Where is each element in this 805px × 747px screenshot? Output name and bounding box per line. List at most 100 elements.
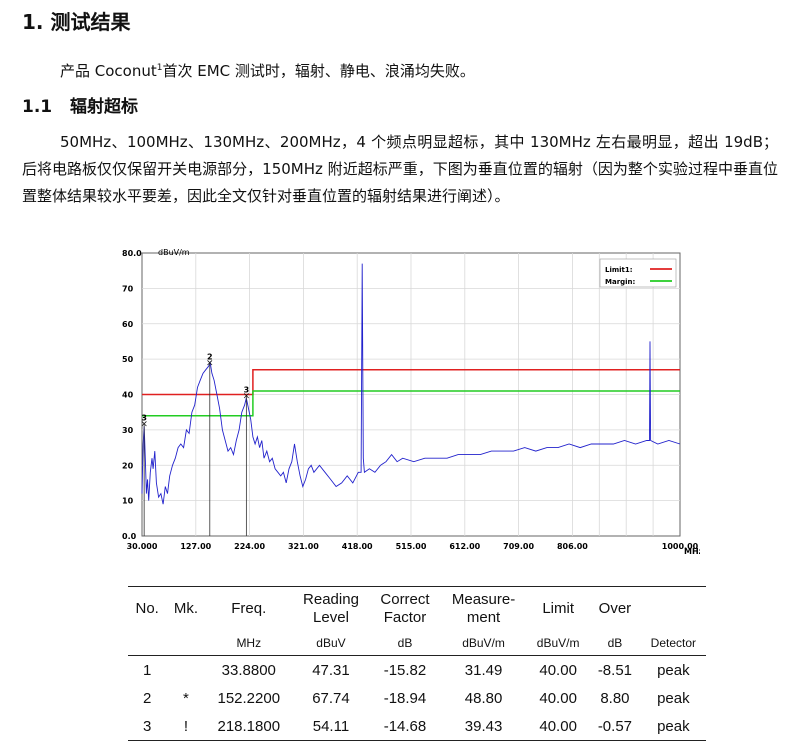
y-tick-label: 70 [122,284,134,293]
table-cell: 31.49 [464,661,503,679]
legend-label: Margin: [605,278,636,286]
table-cell: -18.94 [383,689,427,707]
table-header-row: No. Mk. Freq. Reading Level Correct Factor Meas… [128,586,706,631]
limit1-line [142,368,680,396]
table-cell: 33.8800 [221,661,276,679]
table-cell: No. [128,586,167,631]
table-cell: 67.74 [312,689,350,707]
subsection-title: 辐射超标 [70,97,138,117]
table-cell: dBuV [291,631,371,656]
legend-box [599,258,677,288]
intro-text-b: 首次 EMC 测试时，辐射、静电、浪涌均失败。 [162,62,475,80]
legend: Limit1: Margin: [599,258,677,288]
table-cell: * [183,689,189,707]
table-cell: 1 [142,661,152,679]
table-cell: 39.43 [439,712,528,741]
y-tick-label: 40 [122,391,134,400]
table-cell: 8.80 [600,689,630,707]
table-cell: 152.2200 [217,689,281,707]
x-tick-label: 1000.00 [662,542,699,551]
table-cell: Reading Level [291,586,371,631]
marker-label: 2 [207,352,213,361]
table-cell: -15.82 [383,661,427,679]
grid-lines [142,253,680,536]
x-tick-label: 127.00 [180,542,211,551]
marker-label: 3 [244,386,250,395]
table-row: 3! 218.1800 54.11 -14.68 39.43 40.00 -0.57 peak [128,712,706,741]
footnote-marker: 1 [156,63,163,73]
table-cell: dBuV/m [439,631,528,656]
table-cell: 54.11 [291,712,371,741]
table-cell: -14.68 [370,712,440,741]
table-cell: -0.57 [589,712,641,741]
table-cell: 2 [142,689,152,707]
x-tick-label: 709.00 [503,542,534,551]
x-tick-label: 321.00 [288,542,319,551]
marker-x: × [206,358,214,368]
results-table: No. Mk. Freq. Reading Level Correct Factor Meas… [128,586,706,741]
subsection-number: 1.1 [22,97,53,117]
table-row: 2 * 152.2200 67.74 -18.94 48.80 40.00 8.80 peak [128,684,706,712]
table-units-row: MHz dBuV dB dBuV/m dBuV/m dB Detector [128,631,706,656]
y-tick-label: 10 [122,497,134,506]
table-cell: Over [589,586,641,631]
table-cell: Mk. [166,586,206,631]
table-cell [166,656,205,685]
table-cell [640,586,706,631]
table-cell: 3 [128,712,167,741]
table-cell: Correct Factor [370,586,440,631]
legend-label: Limit1: [605,266,633,274]
measurement-trace [141,263,681,505]
x-tick-labels: 30.000 127.00 224.00 321.00 418.00 515.00 612.… [127,542,699,551]
table-cell: peak [657,661,690,679]
y-tick-label: 80.0 [122,249,142,258]
table-cell: Detector [640,631,706,656]
marker-x: × [243,392,251,402]
y-axis-label: dBuV/m [158,248,190,257]
table-cell: 218.1800 [205,712,292,741]
table-cell: MHz [205,631,292,656]
table-cell: ! [166,712,206,741]
table-cell [166,631,206,656]
y-tick-labels: 0.0 10 20 30 40 50 60 70 80.0 [122,249,142,541]
limit-lines [142,368,680,417]
y-tick-label: 50 [122,355,134,364]
body-paragraph: 50MHz、100MHz、130MHz、200MHz，4 个频点明显超标，其中 … [22,133,778,205]
table-cell: Freq. [205,586,292,631]
y-tick-label: 60 [122,320,134,329]
table-cell: 47.31 [312,661,350,679]
section-heading: 1. 测试结果 [22,10,131,34]
table-cell: Measure-ment [439,586,528,631]
x-tick-label: 224.00 [234,542,265,551]
subsection-heading: 1.1 辐射超标 [22,92,138,117]
marker-x: × [140,420,148,430]
y-tick-label: 0.0 [122,532,137,541]
table-row: 1 33.8800 47.31 -15.82 31.49 40.00 -8.51 peak [128,656,706,685]
y-tick-label: 20 [122,461,134,470]
table-cell: dB [370,631,440,656]
table-cell: 40.00 [539,661,577,679]
table-cell: -8.51 [597,661,633,679]
peak-markers: ×3×2×3 [140,352,250,536]
table-cell [128,631,167,656]
table-cell: Limit [527,586,590,631]
table-cell: 40.00 [539,689,577,707]
margin-line [142,390,680,417]
table-cell: dB [589,631,641,656]
table-cell: peak [657,689,690,707]
intro-paragraph: 产品 Coconut1首次 EMC 测试时，辐射、静电、浪涌均失败。 [60,55,475,85]
x-tick-label: 806.00 [557,542,588,551]
table-cell: dBuV/m [527,631,590,656]
x-axis-unit: MHz [684,547,700,556]
x-tick-label: 418.00 [342,542,373,551]
x-tick-label: 612.00 [449,542,480,551]
table-cell: 48.80 [464,689,503,707]
x-tick-label: 515.00 [396,542,427,551]
table-cell: 40.00 [527,712,590,741]
table-cell: peak [640,712,706,741]
x-tick-label: 30.000 [127,542,158,551]
y-tick-label: 30 [122,426,134,435]
intro-text-a: 产品 Coconut [60,62,157,80]
marker-label: 3 [141,414,147,423]
